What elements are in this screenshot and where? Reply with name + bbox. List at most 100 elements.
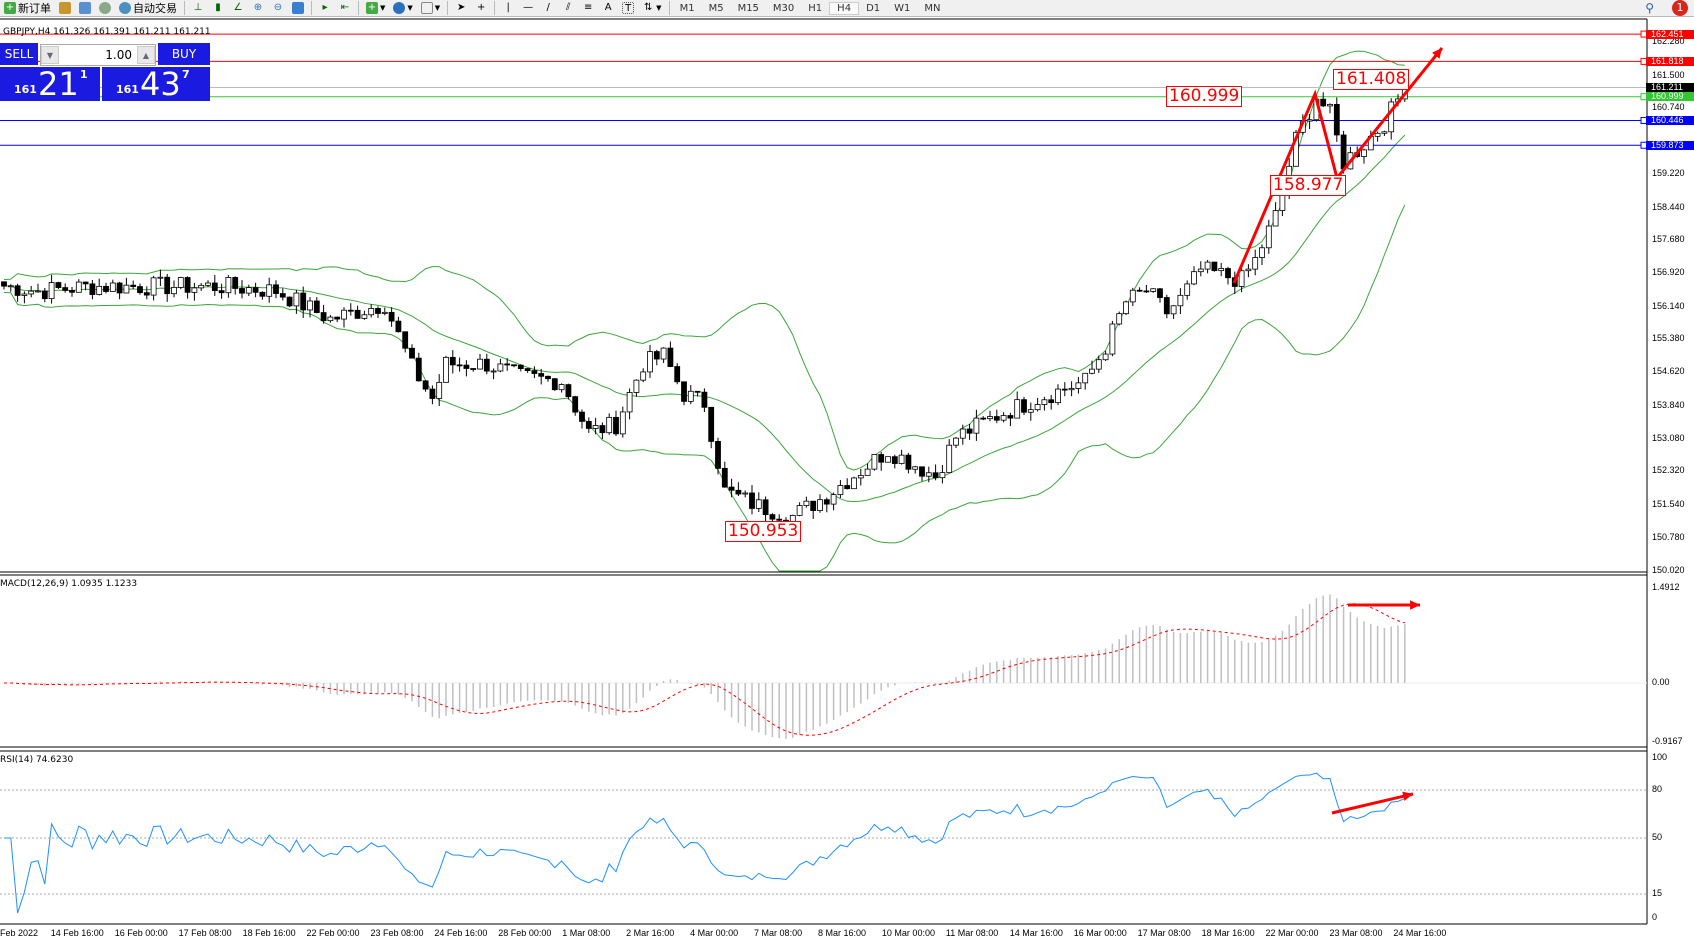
price-label[interactable]: 161.408	[1333, 69, 1410, 90]
indicators-button[interactable]: + ▼	[362, 0, 389, 17]
buy-price[interactable]: 161 43 7	[102, 65, 210, 103]
templates-button[interactable]: ▼	[417, 0, 444, 17]
candle-body	[300, 292, 307, 311]
separator	[447, 1, 449, 15]
candle-body	[912, 466, 919, 470]
price-label[interactable]: 150.953	[725, 521, 802, 542]
candle-body	[1123, 301, 1129, 315]
auto-trading-button[interactable]: 自动交易	[115, 0, 181, 17]
price-label[interactable]: 160.999	[1166, 86, 1243, 107]
separator	[311, 1, 312, 15]
candle-body	[381, 311, 388, 314]
time-axis-label: 16 Mar 00:00	[1073, 928, 1127, 938]
equidistant-channel-button[interactable]: ⫽	[558, 0, 578, 17]
new-order-label: 新订单	[18, 2, 51, 15]
candle-body	[565, 384, 572, 398]
autoscroll-button[interactable]: ▸	[315, 0, 335, 17]
lot-increase-button[interactable]: ▲	[137, 46, 155, 64]
timeframe-m30[interactable]: M30	[772, 2, 795, 14]
candle-chart-button[interactable]: ▮	[208, 0, 228, 17]
price-axis-label: 155.380	[1652, 333, 1685, 344]
cursor-button[interactable]: ➤	[451, 0, 471, 17]
sell-price-prefix: 161	[14, 83, 37, 96]
lot-size-input[interactable]: ▼ 1.00 ▲	[40, 44, 156, 66]
candle-body	[1055, 388, 1061, 404]
candle-body	[1218, 268, 1225, 272]
text-label-button[interactable]: T	[618, 0, 638, 17]
fibonacci-button[interactable]: ≡	[578, 0, 598, 17]
signals-button[interactable]	[95, 0, 115, 17]
chart-shift-button[interactable]: ⇤	[335, 0, 355, 17]
candle-body	[116, 282, 123, 294]
candle-body	[1007, 415, 1014, 419]
candle-body	[35, 290, 41, 293]
fibonacci-icon: ≡	[583, 2, 593, 13]
candle-body	[504, 363, 511, 366]
lot-value[interactable]: 1.00	[105, 48, 132, 62]
time-axis-label: 24 Feb 16:00	[434, 928, 488, 938]
price-axis-label: 156.920	[1652, 267, 1685, 278]
periods-button[interactable]: ▼	[389, 0, 416, 17]
cursor-arrow-icon: ➤	[456, 2, 466, 13]
buy-price-prefix: 161	[116, 83, 139, 96]
candle-body	[1361, 149, 1367, 157]
bar-chart-button[interactable]: ⊥	[188, 0, 208, 17]
new-order-button[interactable]: + 新订单	[0, 0, 55, 17]
text-button[interactable]: A	[598, 0, 618, 17]
candle-body	[490, 370, 497, 373]
candle-body	[7, 285, 14, 288]
sell-button[interactable]: SELL	[0, 43, 38, 65]
timeframe-m1[interactable]: M1	[679, 2, 695, 14]
sell-price[interactable]: 161 21 1	[0, 65, 100, 103]
candle-body	[1109, 323, 1116, 355]
price-axis-label: 153.840	[1652, 399, 1685, 410]
lot-decrease-button[interactable]: ▼	[41, 46, 59, 64]
candle-body	[1327, 103, 1333, 107]
candle-body	[375, 308, 381, 314]
timeframe-d1[interactable]: D1	[866, 2, 881, 14]
indicators-icon: +	[366, 2, 378, 14]
candle-body	[1388, 101, 1395, 133]
timeframe-h1[interactable]: H1	[808, 2, 823, 14]
macd-axis-label: -0.9167	[1652, 736, 1683, 746]
navigator-button[interactable]	[75, 0, 95, 17]
tile-windows-button[interactable]	[288, 0, 308, 17]
candle-body	[320, 312, 327, 322]
vertical-line-button[interactable]: |	[498, 0, 518, 17]
horizontal-line-icon: —	[523, 2, 534, 13]
timeframe-m5[interactable]: M5	[708, 2, 724, 14]
timeframe-h4[interactable]: H4	[829, 1, 860, 15]
search-icon[interactable]: ⚲	[1645, 1, 1654, 15]
line-chart-icon: ∠	[233, 2, 243, 13]
timeframe-mn[interactable]: MN	[924, 2, 941, 14]
time-axis-label: 22 Mar 00:00	[1265, 928, 1319, 938]
candle-body	[28, 290, 35, 295]
zoom-in-button[interactable]: ⊕	[248, 0, 268, 17]
candle-body	[334, 316, 341, 320]
candle-body	[524, 368, 531, 371]
line-chart-button[interactable]: ∠	[228, 0, 248, 17]
candle-body	[449, 356, 456, 366]
time-axis-label: 11 Mar 08:00	[945, 928, 999, 938]
candle-body	[293, 292, 300, 307]
trendline-button[interactable]: /	[538, 0, 558, 17]
buy-button[interactable]: BUY	[158, 43, 210, 65]
crosshair-button[interactable]: +	[471, 0, 491, 17]
candle-body	[123, 284, 130, 294]
sell-price-fraction: 1	[80, 68, 88, 81]
candle-body	[429, 388, 436, 399]
horizontal-line-button[interactable]: —	[518, 0, 538, 17]
zoom-out-button[interactable]: ⊖	[268, 0, 288, 17]
arrows-button[interactable]: ⇅ ▼	[638, 0, 665, 17]
candle-body	[266, 284, 273, 297]
market-watch-button[interactable]	[55, 0, 75, 17]
candle-body	[606, 416, 613, 434]
price-label[interactable]: 158.977	[1270, 175, 1347, 196]
timeframe-w1[interactable]: W1	[894, 2, 911, 14]
timeframe-m15[interactable]: M15	[737, 2, 759, 14]
price-axis-label: 162.280	[1652, 35, 1685, 46]
notification-badge[interactable]: 1	[1672, 0, 1688, 16]
candle-body	[69, 290, 75, 293]
time-axis-label: 14 Feb 16:00	[50, 928, 104, 938]
